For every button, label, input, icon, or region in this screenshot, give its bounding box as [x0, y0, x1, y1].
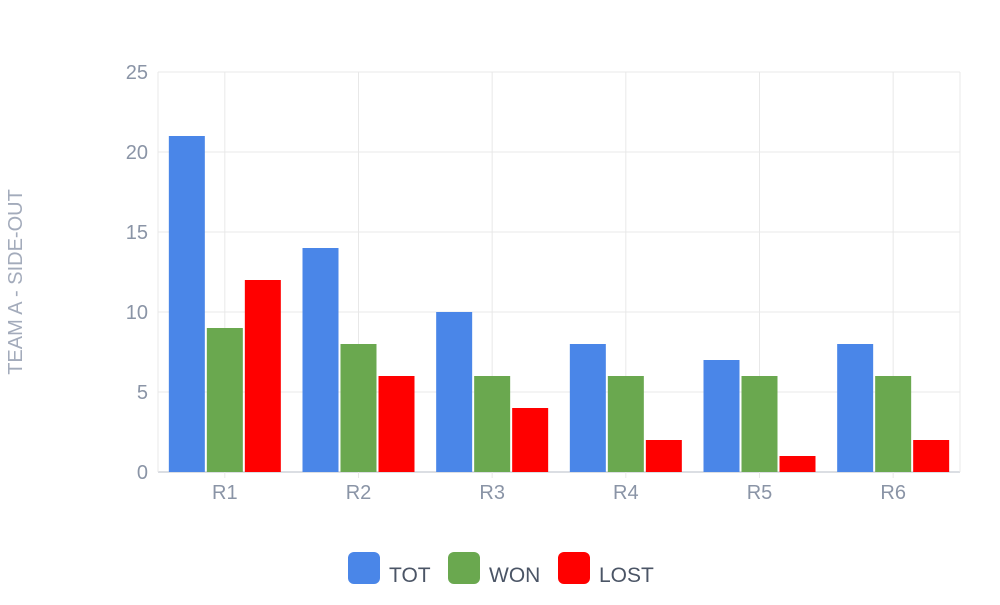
bar-lost-r1 — [244, 280, 281, 472]
y-tick-label: 10 — [126, 302, 148, 324]
y-tick-label: 15 — [126, 222, 148, 244]
bar-tot-r3 — [436, 312, 473, 472]
legend-label-tot: TOT — [389, 564, 431, 587]
bar-won-r5 — [741, 376, 778, 472]
bar-tot-r5 — [703, 360, 740, 472]
bar-lost-r6 — [913, 440, 950, 472]
bar-tot-r4 — [569, 344, 606, 472]
bar-won-r3 — [474, 376, 511, 472]
y-tick-label: 25 — [126, 62, 148, 84]
bar-tot-r1 — [168, 136, 205, 472]
legend-swatch-lost — [558, 552, 590, 584]
bar-won-r2 — [340, 344, 377, 472]
legend-swatch-tot — [348, 552, 380, 584]
y-tick-label: 20 — [126, 142, 148, 164]
y-tick-label: 0 — [137, 462, 148, 484]
bar-won-r1 — [206, 328, 243, 472]
x-tick-label: R2 — [346, 482, 372, 504]
legend-label-lost: LOST — [599, 564, 654, 587]
bar-tot-r2 — [302, 248, 339, 472]
bar-lost-r3 — [512, 408, 549, 472]
bar-tot-r6 — [837, 344, 874, 472]
axes: 0 5 10 15 20 25 R1 R2 R3 R4 R5 R6 — [126, 62, 906, 504]
gridlines — [157, 71, 961, 478]
x-tick-label: R3 — [479, 482, 505, 504]
x-tick-label: R5 — [747, 482, 773, 504]
legend: TOT WON LOST — [348, 552, 654, 587]
y-axis-title: TEAM A - SIDE-OUT — [5, 189, 27, 375]
bar-won-r4 — [607, 376, 644, 472]
bar-lost-r4 — [645, 440, 682, 472]
y-tick-label: 5 — [137, 382, 148, 404]
bar-lost-r5 — [779, 456, 816, 472]
bars — [168, 136, 950, 472]
x-tick-label: R4 — [613, 482, 639, 504]
legend-label-won: WON — [489, 564, 540, 587]
x-tick-label: R6 — [880, 482, 906, 504]
bar-won-r6 — [875, 376, 912, 472]
bar-lost-r2 — [378, 376, 415, 472]
legend-swatch-won — [448, 552, 480, 584]
x-tick-label: R1 — [212, 482, 238, 504]
